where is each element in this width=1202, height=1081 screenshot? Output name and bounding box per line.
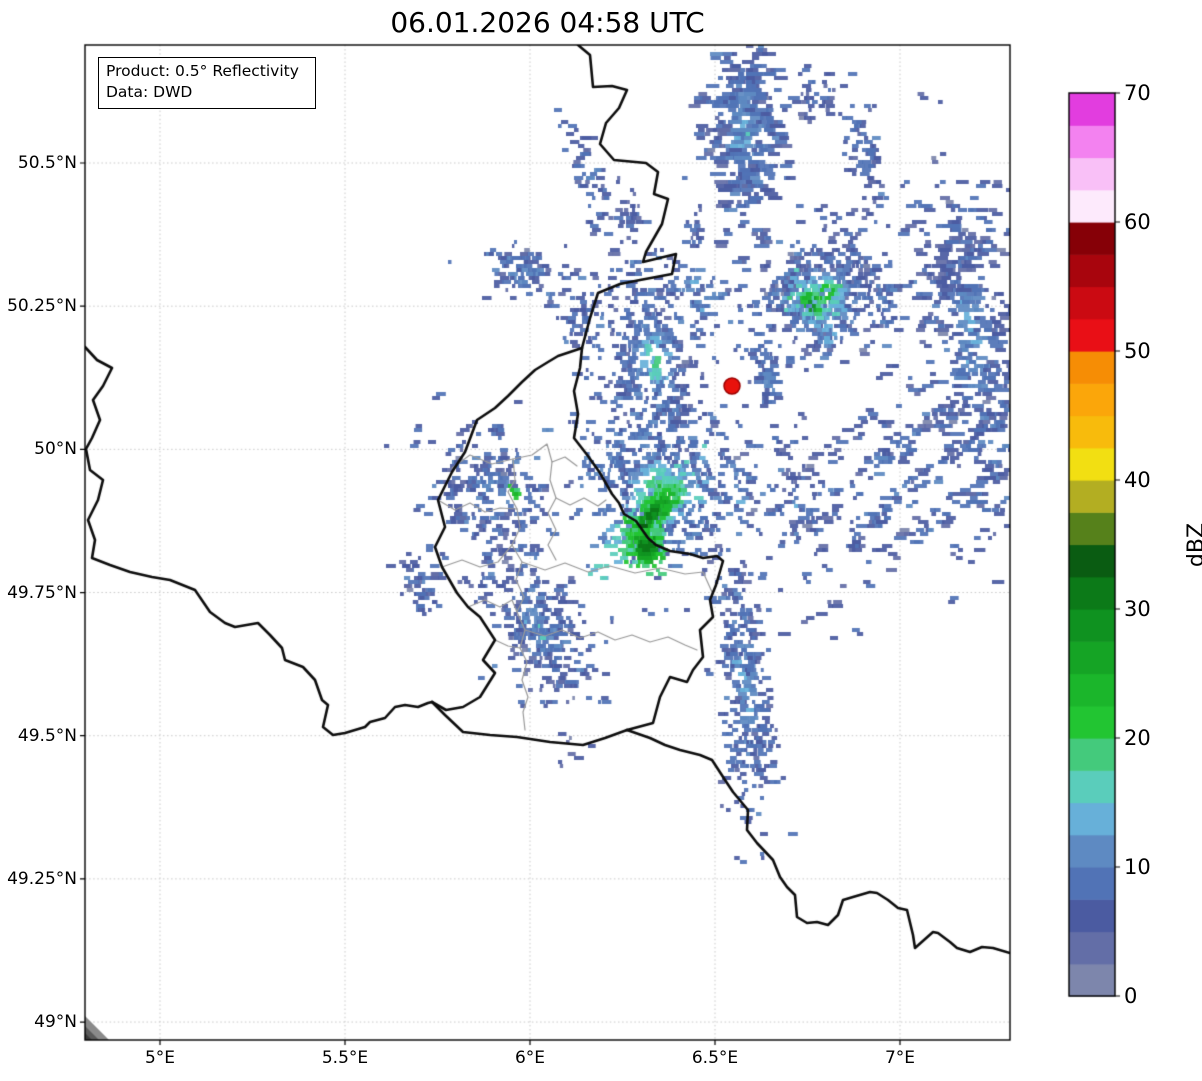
ytick-label: 50°N (34, 439, 77, 460)
figure-title: 06.01.2026 04:58 UTC (390, 6, 705, 39)
colorbar-tick-label: 0 (1124, 984, 1138, 1008)
ytick-label: 49.5°N (17, 725, 77, 746)
product-annotation-box: Product: 0.5° Reflectivity Data: DWD (98, 57, 316, 109)
colorbar-tick-label: 20 (1124, 726, 1151, 750)
colorbar-tick-label: 40 (1124, 468, 1151, 492)
xtick-label: 5°E (144, 1048, 176, 1068)
colorbar-tick-label: 60 (1124, 210, 1151, 234)
colorbar-label: dBZ (1184, 522, 1202, 567)
colorbar-tick-label: 70 (1124, 81, 1151, 105)
data-source-line: Data: DWD (106, 83, 193, 102)
xtick-label: 6.5°E (691, 1048, 739, 1068)
ytick-label: 49.75°N (7, 582, 77, 603)
xtick-label: 7°E (884, 1048, 916, 1068)
product-line: Product: 0.5° Reflectivity (106, 62, 299, 80)
xtick-label: 6°E (514, 1048, 546, 1068)
colorbar-tick-label: 10 (1124, 855, 1151, 879)
colorbar-tick-label: 30 (1124, 597, 1151, 621)
ytick-label: 50.5°N (17, 153, 77, 173)
xtick-label: 5.5°E (321, 1048, 369, 1068)
ytick-label: 50.25°N (7, 296, 77, 317)
ytick-label: 49°N (34, 1012, 77, 1033)
colorbar-tick-label: 50 (1124, 339, 1151, 363)
ytick-label: 49.25°N (7, 868, 77, 889)
